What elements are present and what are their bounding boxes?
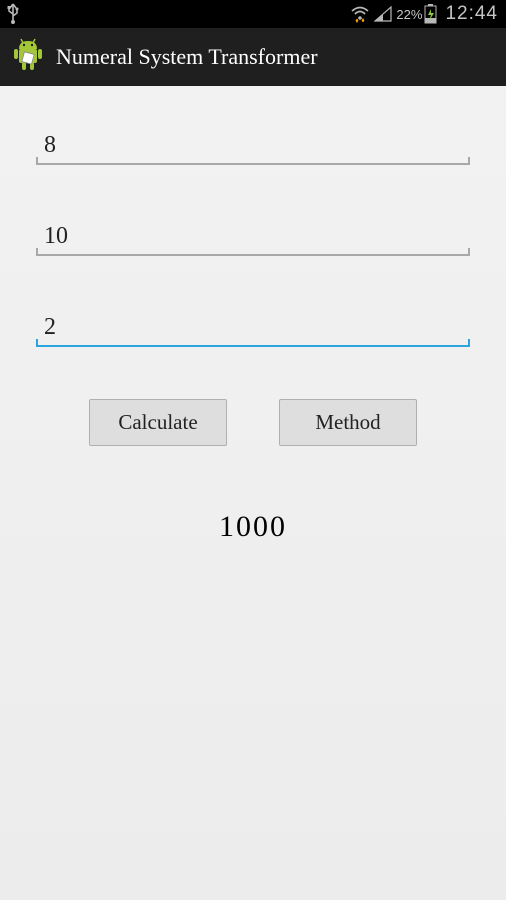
battery-percent-label: 22%	[396, 7, 422, 22]
input-wrap-to-base	[36, 308, 470, 347]
app-icon	[10, 35, 46, 80]
result-label: 1000	[36, 510, 470, 544]
from-base-input[interactable]	[36, 217, 470, 256]
app-title: Numeral System Transformer	[56, 44, 318, 70]
signal-icon	[374, 6, 392, 22]
method-button[interactable]: Method	[279, 399, 417, 446]
input-wrap-number	[36, 126, 470, 165]
status-bar: 22% 12:44	[0, 0, 506, 28]
to-base-input[interactable]	[36, 308, 470, 347]
app-bar: Numeral System Transformer	[0, 28, 506, 86]
battery-icon	[424, 4, 437, 24]
button-row: Calculate Method	[36, 399, 470, 446]
calculate-button[interactable]: Calculate	[89, 399, 227, 446]
main-content: Calculate Method 1000	[0, 86, 506, 900]
clock-label: 12:44	[445, 3, 498, 25]
wifi-icon	[350, 5, 370, 23]
usb-icon	[6, 2, 20, 26]
number-input[interactable]	[36, 126, 470, 165]
input-wrap-from-base	[36, 217, 470, 256]
